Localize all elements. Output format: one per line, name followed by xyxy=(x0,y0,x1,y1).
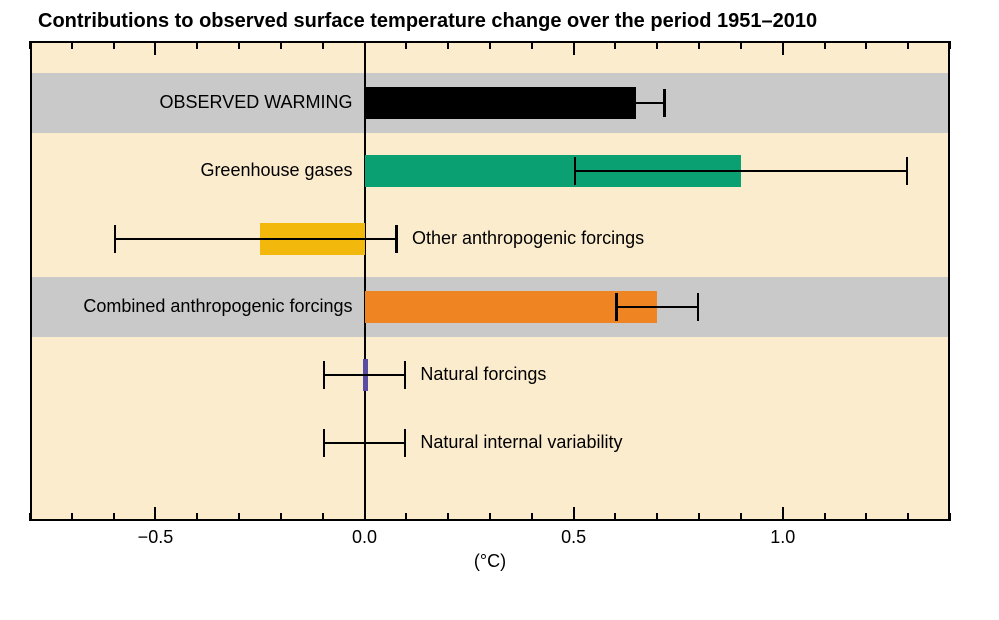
x-tick xyxy=(949,41,951,49)
x-tick xyxy=(614,41,616,49)
x-tick xyxy=(322,41,324,49)
x-tick xyxy=(113,41,115,49)
x-tick xyxy=(113,513,115,521)
x-tick xyxy=(196,513,198,521)
chart-title: Contributions to observed surface temper… xyxy=(38,10,969,33)
x-tick xyxy=(489,41,491,49)
x-tick xyxy=(489,513,491,521)
x-tick xyxy=(824,41,826,49)
row-label: Combined anthropogenic forcings xyxy=(83,296,352,317)
error-bar xyxy=(615,293,699,321)
row-label: Natural internal variability xyxy=(420,432,622,453)
x-tick xyxy=(29,513,31,521)
error-bar xyxy=(114,225,398,253)
x-tick xyxy=(447,41,449,49)
x-tick xyxy=(656,513,658,521)
x-tick xyxy=(573,507,575,521)
x-tick xyxy=(740,41,742,49)
x-tick xyxy=(196,41,198,49)
x-tick xyxy=(865,513,867,521)
data-bar xyxy=(365,291,658,323)
x-tick xyxy=(531,513,533,521)
row-label: Other anthropogenic forcings xyxy=(412,228,644,249)
x-tick xyxy=(614,513,616,521)
plot-area: OBSERVED WARMING Greenhouse gases Other an… xyxy=(30,41,950,521)
row-label: Natural forcings xyxy=(420,364,546,385)
x-tick xyxy=(907,41,909,49)
x-tick-label: 1.0 xyxy=(770,527,795,548)
x-tick xyxy=(71,41,73,49)
x-tick xyxy=(238,41,240,49)
x-tick xyxy=(154,507,156,521)
x-tick xyxy=(949,513,951,521)
x-axis-title: (°C) xyxy=(474,551,506,572)
x-tick xyxy=(865,41,867,49)
x-tick xyxy=(782,507,784,521)
x-tick xyxy=(405,513,407,521)
x-tick xyxy=(573,41,575,55)
x-tick xyxy=(29,41,31,49)
x-tick xyxy=(71,513,73,521)
x-tick xyxy=(698,513,700,521)
x-tick-label: 0.0 xyxy=(352,527,377,548)
error-bar xyxy=(611,89,665,117)
x-tick xyxy=(322,513,324,521)
x-tick xyxy=(447,513,449,521)
x-tick xyxy=(280,513,282,521)
x-tick xyxy=(405,41,407,49)
x-tick-label: 0.5 xyxy=(561,527,586,548)
x-tick xyxy=(782,41,784,55)
x-tick xyxy=(280,41,282,49)
chart-container: Contributions to observed surface temper… xyxy=(0,0,999,620)
error-bar xyxy=(323,361,407,389)
error-bar xyxy=(574,157,909,185)
x-tick xyxy=(154,41,156,55)
data-bar xyxy=(365,87,637,119)
x-tick xyxy=(531,41,533,49)
x-tick xyxy=(698,41,700,49)
x-tick xyxy=(907,513,909,521)
x-tick xyxy=(656,41,658,49)
row-label: Greenhouse gases xyxy=(200,160,352,181)
error-bar xyxy=(323,429,407,457)
x-tick-label: −0.5 xyxy=(138,527,174,548)
row-label: OBSERVED WARMING xyxy=(160,92,353,113)
x-tick xyxy=(824,513,826,521)
x-tick xyxy=(740,513,742,521)
x-axis-labels: −0.5 0.0 0.5 1.0 (°C) xyxy=(30,521,950,576)
x-tick xyxy=(238,513,240,521)
